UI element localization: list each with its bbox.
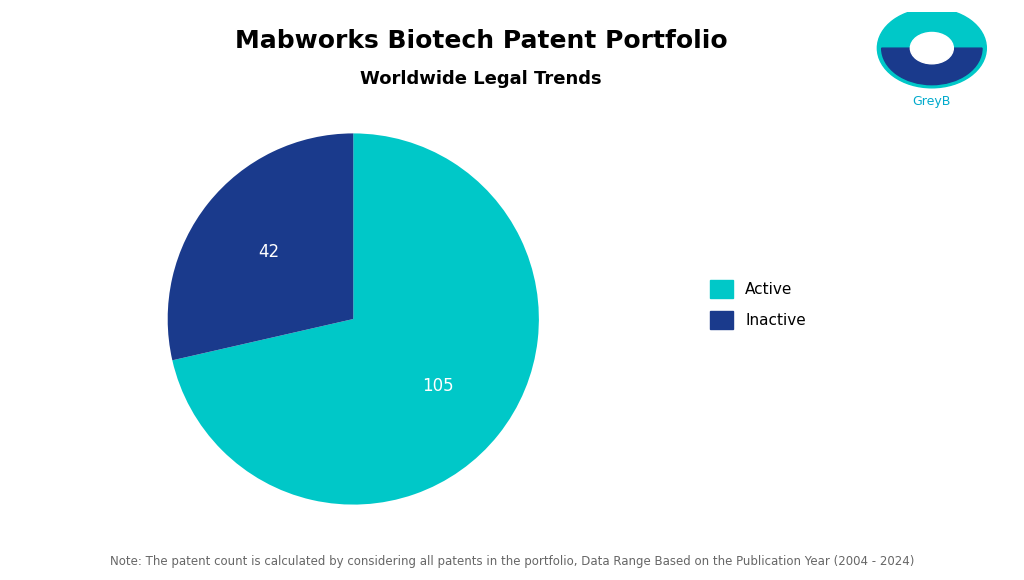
Wedge shape	[882, 48, 982, 85]
Text: Note: The patent count is calculated by considering all patents in the portfolio: Note: The patent count is calculated by …	[110, 556, 914, 568]
Circle shape	[878, 9, 986, 88]
Text: 42: 42	[258, 243, 280, 261]
Text: Worldwide Legal Trends: Worldwide Legal Trends	[360, 70, 602, 88]
Text: 105: 105	[422, 377, 454, 395]
Text: Mabworks Biotech Patent Portfolio: Mabworks Biotech Patent Portfolio	[234, 29, 728, 53]
Legend: Active, Inactive: Active, Inactive	[703, 274, 812, 335]
Text: GreyB: GreyB	[912, 95, 951, 108]
Circle shape	[910, 32, 953, 64]
Wedge shape	[172, 133, 539, 505]
Wedge shape	[168, 133, 353, 360]
